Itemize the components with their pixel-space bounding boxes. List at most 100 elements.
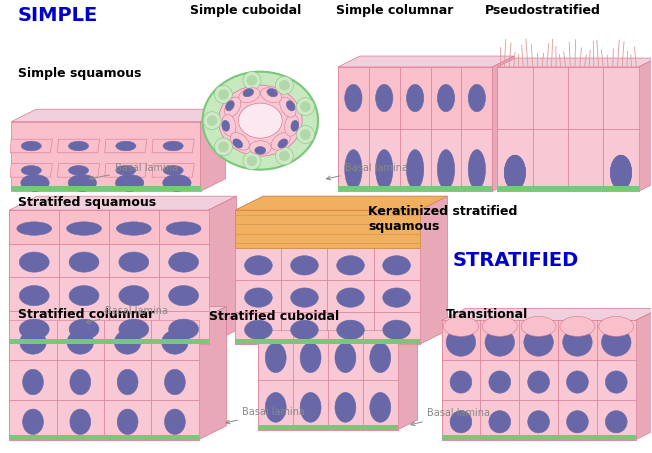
Bar (109, 244, 158, 277)
Ellipse shape (218, 142, 228, 152)
Ellipse shape (70, 369, 91, 395)
Ellipse shape (370, 392, 391, 422)
Ellipse shape (230, 133, 249, 150)
Bar (481, 360, 519, 400)
Bar (369, 129, 400, 191)
Bar (603, 67, 639, 129)
Ellipse shape (485, 328, 514, 356)
Text: Keratinized stratified
squamous: Keratinized stratified squamous (368, 205, 518, 233)
Polygon shape (105, 139, 147, 153)
Text: Basal lamina: Basal lamina (89, 163, 178, 180)
Bar (258, 380, 293, 430)
Ellipse shape (69, 319, 99, 339)
Bar (235, 339, 420, 344)
Bar (338, 67, 369, 129)
Bar (57, 360, 104, 400)
Polygon shape (636, 308, 652, 440)
Ellipse shape (22, 166, 41, 175)
Ellipse shape (271, 133, 290, 150)
Bar (151, 320, 199, 360)
Bar (158, 210, 209, 244)
Ellipse shape (224, 97, 241, 117)
Ellipse shape (247, 76, 257, 86)
Bar (9, 320, 57, 360)
Bar (282, 248, 327, 280)
Bar (293, 330, 328, 380)
Ellipse shape (67, 330, 93, 354)
Ellipse shape (249, 141, 271, 154)
Ellipse shape (20, 252, 49, 272)
Text: STRATIFIED: STRATIFIED (452, 251, 579, 270)
Ellipse shape (162, 330, 188, 354)
Ellipse shape (265, 392, 286, 422)
Ellipse shape (301, 102, 310, 112)
Bar (400, 129, 430, 191)
Ellipse shape (163, 174, 191, 191)
Ellipse shape (275, 147, 293, 165)
Ellipse shape (345, 149, 362, 189)
Ellipse shape (446, 328, 476, 356)
Ellipse shape (383, 256, 410, 275)
Ellipse shape (437, 84, 454, 112)
Polygon shape (57, 139, 100, 153)
Bar (158, 311, 209, 344)
Text: Stratifed squamous: Stratifed squamous (18, 196, 156, 209)
Text: Transitional: Transitional (446, 308, 528, 321)
Ellipse shape (505, 155, 526, 190)
Bar (9, 400, 57, 440)
Ellipse shape (116, 166, 136, 175)
Ellipse shape (70, 409, 91, 434)
Ellipse shape (169, 319, 199, 339)
Polygon shape (10, 164, 52, 177)
Bar (151, 360, 199, 400)
Bar (441, 320, 481, 360)
Text: Simple columnar: Simple columnar (336, 4, 453, 17)
Ellipse shape (524, 328, 554, 356)
Polygon shape (9, 320, 199, 440)
Bar (374, 312, 420, 344)
Bar (369, 67, 400, 129)
Bar (558, 320, 597, 360)
Ellipse shape (297, 125, 314, 144)
Bar (441, 400, 481, 440)
Ellipse shape (370, 343, 391, 373)
Ellipse shape (602, 328, 631, 356)
Ellipse shape (280, 97, 296, 117)
Bar (258, 330, 293, 380)
Text: Stratified columnar: Stratified columnar (18, 308, 154, 321)
Ellipse shape (67, 222, 102, 235)
Ellipse shape (117, 222, 151, 235)
Polygon shape (492, 56, 514, 191)
Polygon shape (441, 320, 636, 440)
Bar (497, 67, 533, 129)
Polygon shape (235, 196, 447, 210)
Polygon shape (57, 164, 100, 177)
Ellipse shape (20, 319, 49, 339)
Polygon shape (497, 67, 639, 191)
Ellipse shape (301, 130, 310, 140)
Bar (9, 210, 59, 244)
Polygon shape (199, 307, 226, 440)
Ellipse shape (527, 371, 550, 393)
Ellipse shape (117, 409, 138, 434)
Bar (481, 400, 519, 440)
Polygon shape (105, 164, 147, 177)
Bar (9, 311, 59, 344)
Ellipse shape (20, 330, 46, 354)
Ellipse shape (297, 98, 314, 116)
Bar (109, 210, 158, 244)
Ellipse shape (163, 166, 183, 175)
Ellipse shape (119, 252, 149, 272)
Text: SIMPLE: SIMPLE (18, 6, 98, 25)
Bar (109, 277, 158, 311)
Bar (293, 380, 328, 430)
Ellipse shape (166, 222, 201, 235)
Bar (328, 380, 363, 430)
Ellipse shape (20, 285, 49, 306)
Ellipse shape (265, 343, 286, 373)
Bar (519, 360, 558, 400)
Ellipse shape (255, 147, 266, 154)
Bar (441, 360, 481, 400)
Ellipse shape (23, 409, 44, 434)
Polygon shape (258, 330, 398, 430)
